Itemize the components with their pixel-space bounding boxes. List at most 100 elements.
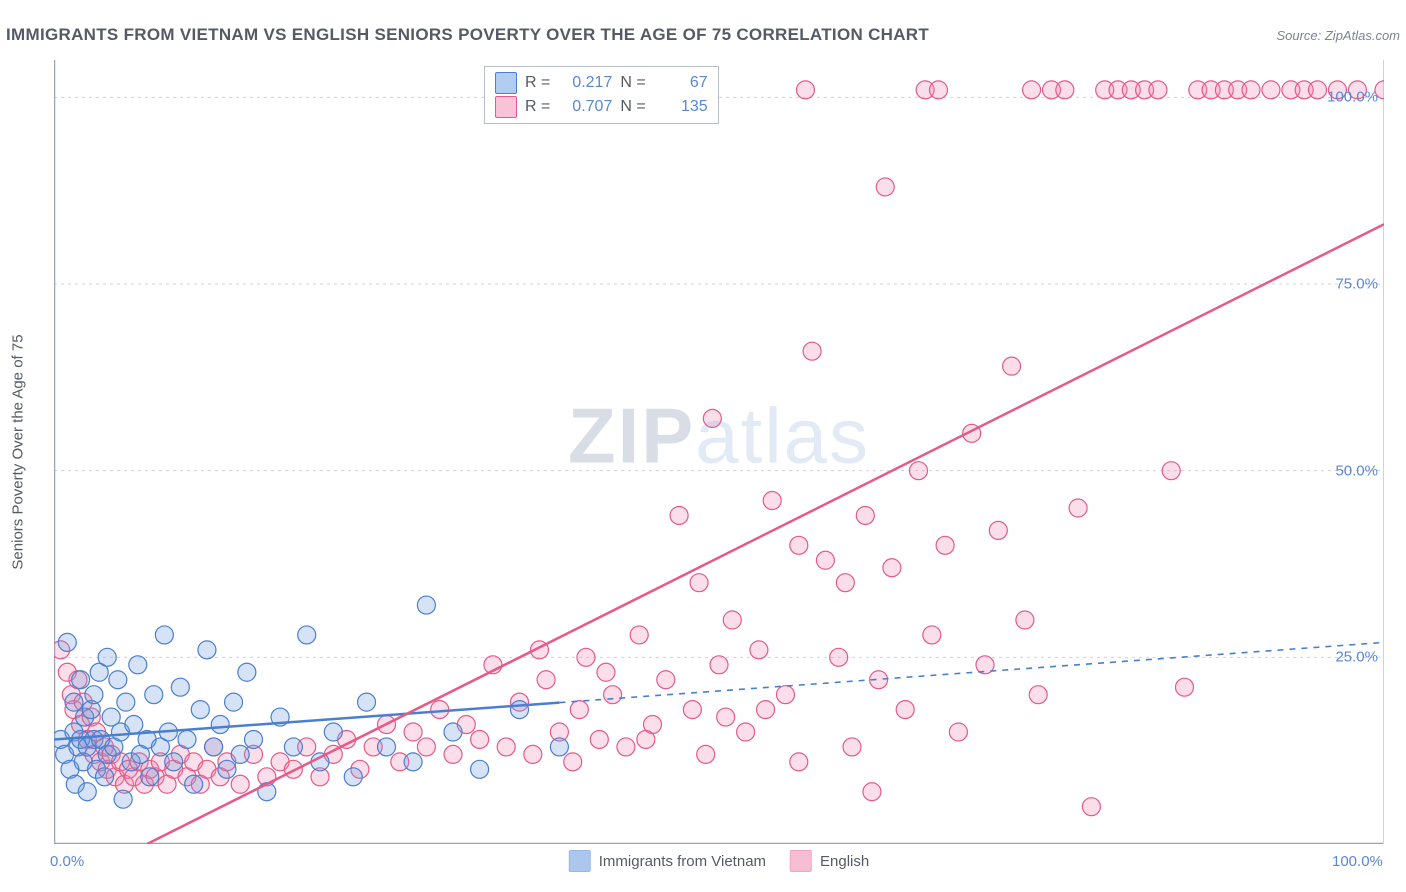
legend-swatch bbox=[569, 850, 591, 872]
data-point bbox=[863, 783, 881, 801]
data-point bbox=[344, 768, 362, 786]
data-point bbox=[1082, 798, 1100, 816]
data-point bbox=[98, 648, 116, 666]
trend-line-extrapolated bbox=[559, 642, 1384, 702]
data-point bbox=[1162, 462, 1180, 480]
data-point bbox=[550, 738, 568, 756]
data-point bbox=[604, 686, 622, 704]
y-axis-title: Seniors Poverty Over the Age of 75 bbox=[10, 334, 27, 569]
data-point bbox=[1262, 81, 1280, 99]
data-point bbox=[763, 492, 781, 510]
data-point bbox=[1003, 357, 1021, 375]
data-point bbox=[178, 730, 196, 748]
y-tick-label: 50.0% bbox=[1335, 462, 1378, 479]
data-point bbox=[524, 745, 542, 763]
data-point bbox=[910, 462, 928, 480]
legend-row: R =0.217 N =67 bbox=[495, 71, 708, 95]
x-tick-label: 100.0% bbox=[1332, 853, 1383, 870]
data-point bbox=[1176, 678, 1194, 696]
data-point bbox=[165, 753, 183, 771]
data-point bbox=[225, 693, 243, 711]
data-point bbox=[989, 521, 1007, 539]
y-tick-label: 100.0% bbox=[1327, 89, 1378, 106]
data-point bbox=[404, 723, 422, 741]
legend-item: Immigrants from Vietnam bbox=[569, 850, 766, 872]
data-point bbox=[657, 671, 675, 689]
data-point bbox=[796, 81, 814, 99]
data-point bbox=[211, 716, 229, 734]
data-point bbox=[617, 738, 635, 756]
data-point bbox=[790, 536, 808, 554]
data-point bbox=[511, 701, 529, 719]
data-point bbox=[1056, 81, 1074, 99]
data-point bbox=[78, 783, 96, 801]
source-attribution: Source: ZipAtlas.com bbox=[1276, 28, 1400, 43]
data-point bbox=[198, 641, 216, 659]
data-point bbox=[597, 663, 615, 681]
legend-n-label: N = bbox=[620, 71, 645, 95]
data-point bbox=[185, 775, 203, 793]
data-point bbox=[129, 656, 147, 674]
data-point bbox=[417, 738, 435, 756]
correlation-chart: Seniors Poverty Over the Age of 75 ZIPat… bbox=[54, 60, 1384, 844]
data-point bbox=[1023, 81, 1041, 99]
data-point bbox=[72, 671, 90, 689]
data-point bbox=[218, 760, 236, 778]
data-point bbox=[896, 701, 914, 719]
data-point bbox=[65, 693, 83, 711]
data-point bbox=[830, 648, 848, 666]
data-point bbox=[803, 342, 821, 360]
data-point bbox=[757, 701, 775, 719]
data-point bbox=[856, 506, 874, 524]
data-point bbox=[378, 738, 396, 756]
data-point bbox=[929, 81, 947, 99]
data-point bbox=[258, 783, 276, 801]
legend-series: Immigrants from Vietnam English bbox=[569, 850, 869, 872]
data-point bbox=[114, 790, 132, 808]
data-point bbox=[737, 723, 755, 741]
legend-n-value: 67 bbox=[654, 71, 708, 95]
data-point bbox=[471, 730, 489, 748]
legend-item: English bbox=[790, 850, 869, 872]
data-point bbox=[836, 574, 854, 592]
data-point bbox=[723, 611, 741, 629]
legend-swatch bbox=[790, 850, 812, 872]
data-point bbox=[58, 633, 76, 651]
data-point bbox=[324, 723, 342, 741]
data-point bbox=[816, 551, 834, 569]
data-point bbox=[670, 506, 688, 524]
data-point bbox=[683, 701, 701, 719]
data-point bbox=[117, 693, 135, 711]
legend-r-value: 0.707 bbox=[558, 95, 612, 119]
page-title: IMMIGRANTS FROM VIETNAM VS ENGLISH SENIO… bbox=[6, 25, 929, 45]
data-point bbox=[125, 716, 143, 734]
data-point bbox=[843, 738, 861, 756]
data-point bbox=[497, 738, 515, 756]
data-point bbox=[936, 536, 954, 554]
data-point bbox=[431, 701, 449, 719]
trend-line bbox=[147, 224, 1384, 844]
data-point bbox=[750, 641, 768, 659]
legend-swatch bbox=[495, 72, 517, 94]
data-point bbox=[145, 686, 163, 704]
data-point bbox=[777, 686, 795, 704]
data-point bbox=[1029, 686, 1047, 704]
data-point bbox=[358, 693, 376, 711]
data-point bbox=[1069, 499, 1087, 517]
data-point bbox=[630, 626, 648, 644]
data-point bbox=[96, 768, 114, 786]
legend-n-label: N = bbox=[620, 95, 645, 119]
data-point bbox=[876, 178, 894, 196]
data-point bbox=[590, 730, 608, 748]
data-point bbox=[191, 701, 209, 719]
data-point bbox=[883, 559, 901, 577]
data-point bbox=[949, 723, 967, 741]
data-point bbox=[155, 626, 173, 644]
data-point bbox=[205, 738, 223, 756]
legend-swatch bbox=[495, 96, 517, 118]
data-point bbox=[697, 745, 715, 763]
data-point bbox=[717, 708, 735, 726]
data-point bbox=[109, 671, 127, 689]
y-tick-label: 75.0% bbox=[1335, 276, 1378, 293]
data-point bbox=[1309, 81, 1327, 99]
